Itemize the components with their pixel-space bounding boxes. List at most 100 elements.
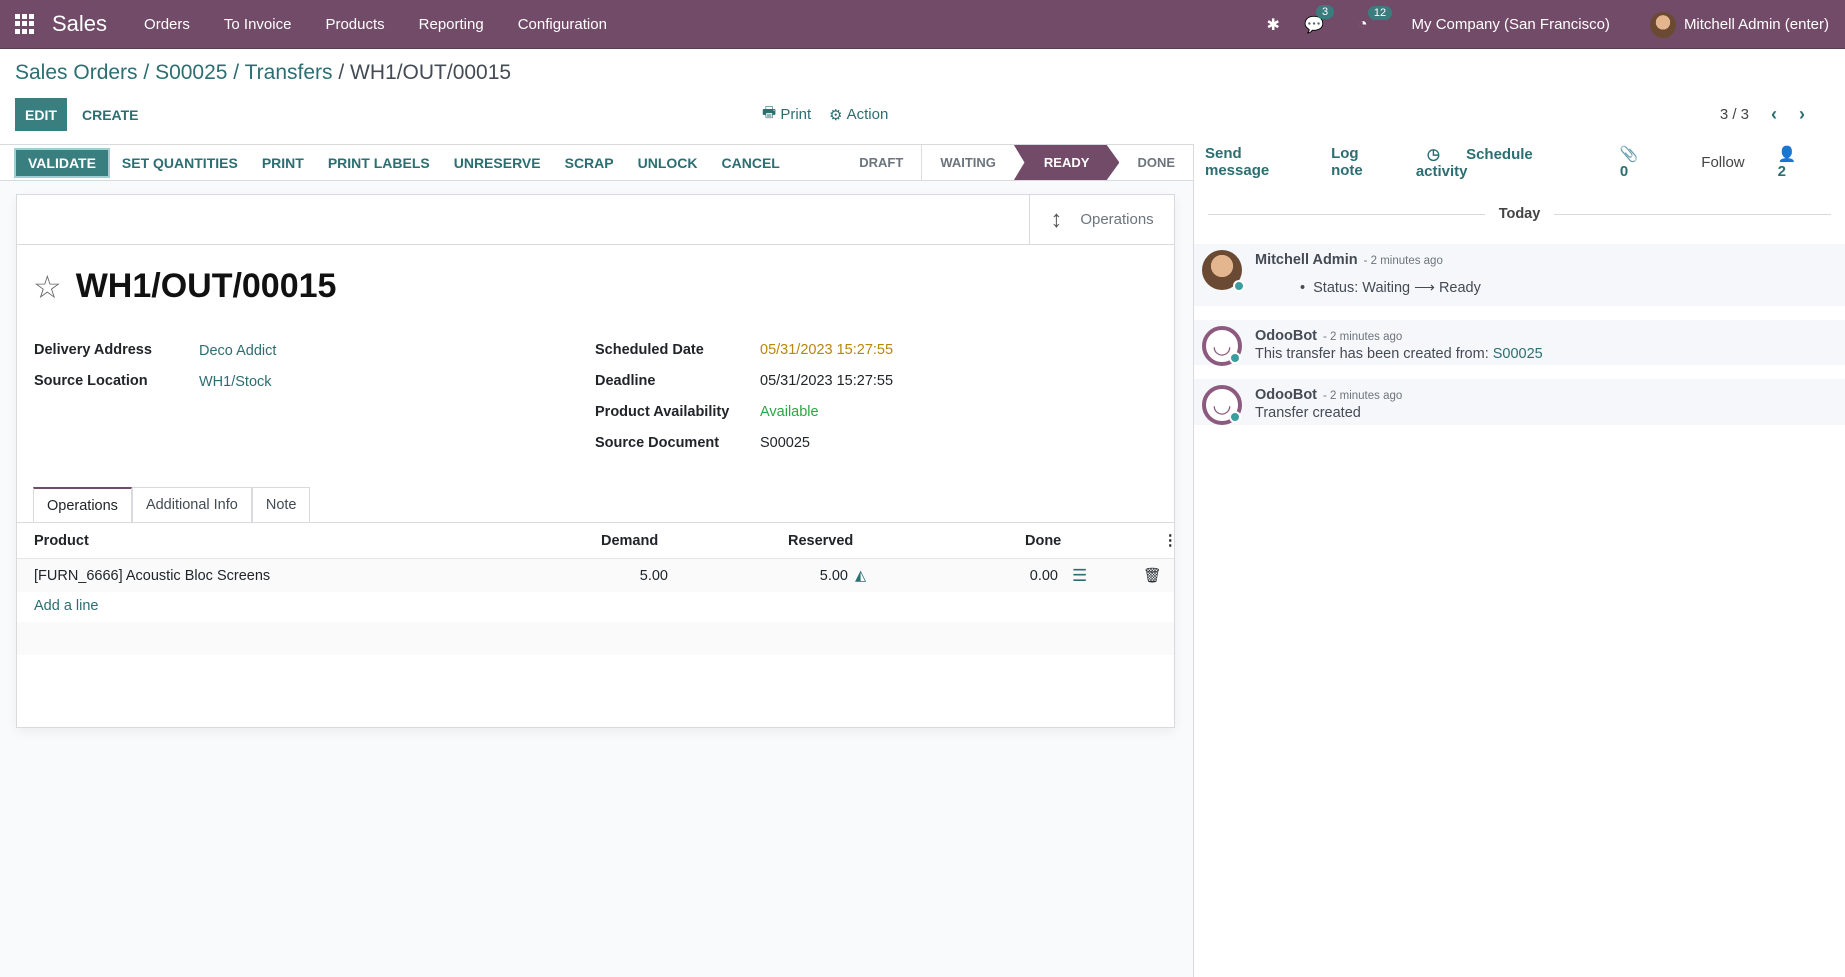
unlock-button[interactable]: UNLOCK <box>637 154 698 171</box>
message-time: - 2 minutes ago <box>1323 390 1403 402</box>
action-label: Action <box>846 106 889 123</box>
printer-icon: 🖶 <box>762 104 781 121</box>
top-navbar: Sales Orders To Invoice Products Reporti… <box>0 0 1845 49</box>
arrows-vertical-icon: ↕ <box>1050 205 1063 233</box>
message-body: Transfer created <box>1255 405 1361 421</box>
product-cell: [FURN_6666] Acoustic Bloc Screens <box>34 567 271 584</box>
message-time: - 2 minutes ago <box>1363 255 1443 267</box>
date-separator: Today <box>1194 206 1845 222</box>
pager-previous-icon[interactable]: ‹ <box>1771 104 1777 124</box>
form-sheet: ↕ Operations ☆ WH1/OUT/00015 Delivery Addr… <box>16 194 1178 728</box>
odoobot-avatar[interactable]: ◡ <box>1202 385 1242 425</box>
column-done[interactable]: Done <box>1025 532 1062 549</box>
table-row[interactable]: [FURN_6666] Acoustic Bloc Screens 5.00 5… <box>17 559 1174 592</box>
activities-badge: 12 <box>1367 5 1393 20</box>
stage-waiting: WAITING <box>940 155 996 170</box>
action-dropdown[interactable]: ⚙ Action <box>829 98 888 131</box>
debug-bug-icon[interactable]: ✱ <box>1266 16 1280 34</box>
delivery-address-label: Delivery Address <box>34 342 152 358</box>
star-icon[interactable]: ☆ <box>33 268 62 305</box>
pager-value[interactable]: 3 / 3 <box>1719 106 1749 123</box>
forecast-chart-icon[interactable]: ◭ <box>855 567 867 584</box>
menu-configuration[interactable]: Configuration <box>517 15 607 33</box>
print-labels-button[interactable]: PRINT LABELS <box>327 154 430 171</box>
detailed-operations-list-icon[interactable]: ☰ <box>1072 565 1088 585</box>
messages-chat-icon[interactable]: 💬 3 <box>1304 4 1335 35</box>
source-order-link[interactable]: S00025 <box>1492 346 1543 362</box>
optional-columns-icon[interactable]: ⋮ <box>1163 532 1178 549</box>
record-title: ☆ WH1/OUT/00015 <box>33 267 336 306</box>
cancel-button[interactable]: CANCEL <box>721 154 780 171</box>
add-a-line-link[interactable]: Add a line <box>34 598 99 614</box>
chatter-message: ◡ OdooBot - 2 minutes ago This transfer h… <box>1194 320 1845 366</box>
chatter-message: Mitchell Admin - 2 minutes ago • Status: … <box>1194 244 1845 306</box>
delete-trash-icon[interactable]: 🗑 <box>1143 568 1162 584</box>
gear-icon: ⚙ <box>829 106 847 124</box>
heart-icon <box>1229 352 1241 364</box>
chatter-message: ◡ OdooBot - 2 minutes ago Transfer create… <box>1194 379 1845 425</box>
set-quantities-button[interactable]: SET QUANTITIES <box>121 154 238 171</box>
followers-count: 2 <box>1777 162 1786 180</box>
user-menu[interactable]: Mitchell Admin (enter) <box>1683 16 1829 33</box>
attachments-button[interactable]: 📎0 <box>1609 145 1679 180</box>
tab-operations[interactable]: Operations <box>33 487 132 522</box>
operations-smart-button[interactable]: ↕ Operations <box>1029 195 1174 244</box>
author-name[interactable]: OdooBot <box>1255 387 1318 403</box>
tab-additional-info[interactable]: Additional Info <box>131 487 252 522</box>
empty-row <box>17 622 1174 655</box>
scheduled-date-value: 05/31/2023 15:27:55 <box>760 342 894 358</box>
clock-icon: ◷ <box>1426 145 1445 163</box>
column-demand[interactable]: Demand <box>601 532 659 549</box>
status-stages: DRAFT WAITING READY DONE <box>841 145 1193 180</box>
create-button[interactable]: CREATE <box>82 106 139 123</box>
apps-menu-icon[interactable] <box>15 14 35 34</box>
schedule-activity-button[interactable]: ◷ Schedule activity <box>1416 145 1598 180</box>
print-dropdown[interactable]: 🖶 Print <box>762 98 811 131</box>
breadcrumb-transfers[interactable]: Transfers <box>244 61 333 84</box>
breadcrumb: Sales Orders / S00025 / Transfers / WH1/… <box>15 61 511 85</box>
print-button[interactable]: PRINT <box>261 154 304 171</box>
menu-products[interactable]: Products <box>325 15 385 33</box>
odoobot-avatar[interactable]: ◡ <box>1202 326 1242 366</box>
menu-orders[interactable]: Orders <box>144 15 190 33</box>
pager: 3 / 3 ‹ › <box>1720 98 1805 131</box>
pager-next-icon[interactable]: › <box>1799 104 1805 124</box>
scrap-button[interactable]: SCRAP <box>564 154 614 171</box>
record-name: WH1/OUT/00015 <box>75 267 337 305</box>
delivery-address-value[interactable]: Deco Addict <box>199 343 277 359</box>
menu-reporting[interactable]: Reporting <box>418 15 484 33</box>
stage-done: DONE <box>1137 155 1175 170</box>
breadcrumb-s00025[interactable]: S00025 <box>155 61 228 84</box>
followers-button[interactable]: 👤2 <box>1767 145 1837 180</box>
menu-to-invoice[interactable]: To Invoice <box>223 15 292 33</box>
validate-button[interactable]: VALIDATE <box>14 147 110 178</box>
send-message-button[interactable]: Send message <box>1205 145 1270 179</box>
table-header: Product Demand Reserved Done ⋮ <box>17 523 1178 559</box>
deadline-label: Deadline <box>595 373 656 389</box>
chatter-topbar: Send message Log note ◷ Schedule activit… <box>1194 144 1845 181</box>
demand-cell: 5.00 <box>639 567 668 584</box>
source-location-value[interactable]: WH1/Stock <box>199 374 272 390</box>
edit-button[interactable]: EDIT <box>15 98 67 131</box>
activities-clock-icon[interactable]: ◔ 12 <box>1358 5 1393 34</box>
message-body: • Status: Waiting ⟶ Ready <box>1300 280 1481 296</box>
schedule-activity-label: Schedule activity <box>1415 145 1533 180</box>
column-product[interactable]: Product <box>34 532 89 549</box>
company-switcher[interactable]: My Company (San Francisco) <box>1411 16 1610 33</box>
button-box: ↕ Operations <box>17 195 1174 245</box>
breadcrumb-sales-orders[interactable]: Sales Orders <box>15 61 138 84</box>
source-document-value: S00025 <box>760 435 810 451</box>
log-note-button[interactable]: Log note <box>1331 145 1363 179</box>
unreserve-button[interactable]: UNRESERVE <box>453 154 541 171</box>
author-name[interactable]: Mitchell Admin <box>1255 252 1358 268</box>
app-name[interactable]: Sales <box>52 11 108 36</box>
user-avatar[interactable] <box>1649 11 1676 38</box>
notebook-tabs: Operations Additional Info Note <box>33 487 311 522</box>
author-name[interactable]: OdooBot <box>1255 328 1318 344</box>
online-status-icon <box>1233 280 1245 292</box>
follow-button[interactable]: Follow <box>1701 153 1745 171</box>
tab-note[interactable]: Note <box>251 487 311 522</box>
column-reserved[interactable]: Reserved <box>788 532 854 549</box>
author-avatar[interactable] <box>1202 250 1245 292</box>
source-document-label: Source Document <box>595 435 720 451</box>
